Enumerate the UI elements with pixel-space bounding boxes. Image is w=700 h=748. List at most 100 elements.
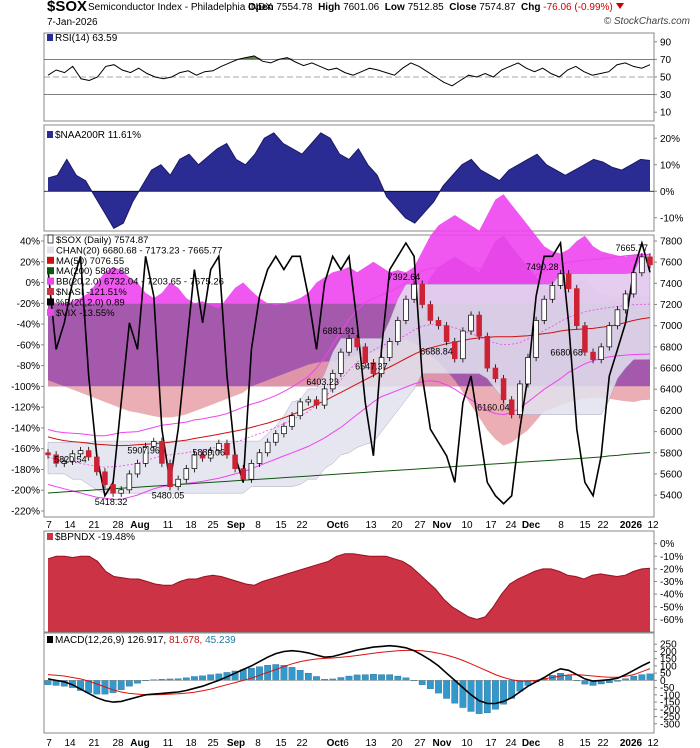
macd-histogram-bar xyxy=(256,666,263,681)
candle-body xyxy=(508,399,515,415)
bpndx-line xyxy=(47,553,651,620)
close-label: Close xyxy=(449,2,477,13)
high-value: 7601.06 xyxy=(343,2,380,13)
macd-histogram-bar xyxy=(581,680,589,685)
x-axis-tick-label: 2026 xyxy=(620,520,643,531)
candle-body xyxy=(435,320,442,327)
candle-body xyxy=(191,454,198,469)
x-axis-tick-label-bottom: 6 xyxy=(343,738,349,748)
legend-entry: %B(20,2.0) 0.89 xyxy=(56,297,125,308)
legend-entry: MA(50) 7076.55 xyxy=(56,256,124,267)
macd-histogram-bar xyxy=(394,675,402,681)
candle-body xyxy=(199,454,206,459)
macd-histogram-bar xyxy=(378,674,385,681)
sox-price-axis-label: 7200 xyxy=(660,300,683,311)
x-axis-tick-label-bottom: 10 xyxy=(461,738,473,748)
x-axis-tick-label: 6 xyxy=(343,520,349,531)
low-value: 7512.85 xyxy=(407,2,444,13)
candle-body xyxy=(281,425,287,435)
x-axis-tick-label-bottom: 18 xyxy=(185,738,197,748)
macd-histogram-bar xyxy=(345,675,353,681)
open-value: 7554.78 xyxy=(276,2,313,13)
bpndx-swatch xyxy=(47,533,53,540)
macd-axis-label: -100 xyxy=(660,690,680,701)
x-axis-tick-label-bottom: 20 xyxy=(391,738,403,748)
legend-swatch xyxy=(47,277,54,285)
close-value: 7574.87 xyxy=(479,2,516,13)
high-label: High xyxy=(318,2,341,13)
candle-body xyxy=(183,468,190,480)
sox-pct-axis-label: -220% xyxy=(11,507,40,518)
x-axis-tick-label: 15 xyxy=(275,520,287,531)
x-axis-tick-label-bottom: 13 xyxy=(365,738,377,748)
macd-histogram-bar xyxy=(492,680,499,710)
macd-swatch xyxy=(47,636,53,643)
candle-body xyxy=(224,442,230,456)
naa200r-area xyxy=(48,132,650,229)
macd-histogram-bar xyxy=(435,680,442,694)
macd-histogram-bar xyxy=(313,676,320,681)
change-label: Chg xyxy=(521,2,541,13)
candle-body xyxy=(614,309,621,327)
stockcharts-credit: © StockCharts.com xyxy=(603,16,690,27)
macd-axis-label: -50 xyxy=(660,683,675,694)
sox-pct-axis-label: -60% xyxy=(17,340,40,351)
x-axis-tick-label-bottom: 12 xyxy=(647,738,659,748)
candle-body xyxy=(248,463,255,480)
sox-pct-axis-label: -160% xyxy=(11,444,40,455)
macd-histogram-bar xyxy=(93,680,101,695)
candle-body xyxy=(216,442,222,451)
legend-entry: $VIX -13.55% xyxy=(56,308,115,319)
x-axis-tick-label: 17 xyxy=(485,520,497,531)
rsi-axis-label: 50 xyxy=(660,73,672,84)
rsi-line xyxy=(47,55,651,87)
macd-histogram-bar xyxy=(565,675,573,681)
sox-pct-axis-label: 40% xyxy=(20,237,40,248)
x-axis-tick-label: 28 xyxy=(112,520,124,531)
x-axis-tick-label-bottom: Aug xyxy=(130,738,149,748)
rsi-axis-label: 90 xyxy=(660,37,672,48)
candle-body xyxy=(525,357,531,385)
naa200r-panel: 20% 10% 0% -10% $NAA200R 11.61% xyxy=(43,124,683,232)
macd-histogram-bar xyxy=(44,680,52,685)
candle-body xyxy=(207,450,214,459)
x-axis-tick-label: 20 xyxy=(391,520,403,531)
candle-body xyxy=(297,401,303,417)
x-axis-tick-label: 11 xyxy=(163,520,174,531)
price-annotation: 7392.64 xyxy=(388,272,421,282)
candle-body xyxy=(492,367,499,379)
low-label: Low xyxy=(384,2,405,13)
macd-histogram-bar xyxy=(451,680,459,704)
candle-body xyxy=(77,450,84,455)
sox-pct-axis-label: 20% xyxy=(20,257,40,268)
x-axis-tick-label-bottom: 8 xyxy=(255,738,261,748)
candle-body xyxy=(338,351,344,374)
macd-histogram-bar xyxy=(386,674,394,681)
candle-body xyxy=(557,273,564,286)
macd-histogram-bar xyxy=(605,680,613,683)
candle-body xyxy=(289,415,295,427)
candle-body xyxy=(451,341,458,360)
pctb-line xyxy=(47,240,651,505)
naa200r-axis-label: -10% xyxy=(660,213,683,224)
bb-upper-line xyxy=(47,253,651,437)
x-axis-tick-label: 15 xyxy=(579,520,591,531)
price-annotation: 6881.91 xyxy=(323,326,356,336)
legend-entry: $NASI -121.51% xyxy=(56,287,127,298)
macd-histogram-bar xyxy=(296,670,304,681)
down-arrow-icon xyxy=(615,3,624,9)
price-annotation: 6688.84 xyxy=(420,347,453,357)
legend-swatch xyxy=(47,246,54,254)
candle-body xyxy=(468,314,474,332)
sox-panel: 5820.54 5418.32 5907.96 5480.05 5889.06 6403.… xyxy=(11,194,683,518)
sox-pct-axis-label: -200% xyxy=(11,486,40,497)
macd-title-part: 81.678, xyxy=(169,635,205,646)
x-axis-tick-label-bottom: 24 xyxy=(505,738,517,748)
candle-body xyxy=(329,373,336,390)
candle-body xyxy=(460,330,466,360)
candle-body xyxy=(639,256,645,274)
legend-swatch xyxy=(47,298,54,306)
price-annotation: 6547.37 xyxy=(355,362,388,372)
